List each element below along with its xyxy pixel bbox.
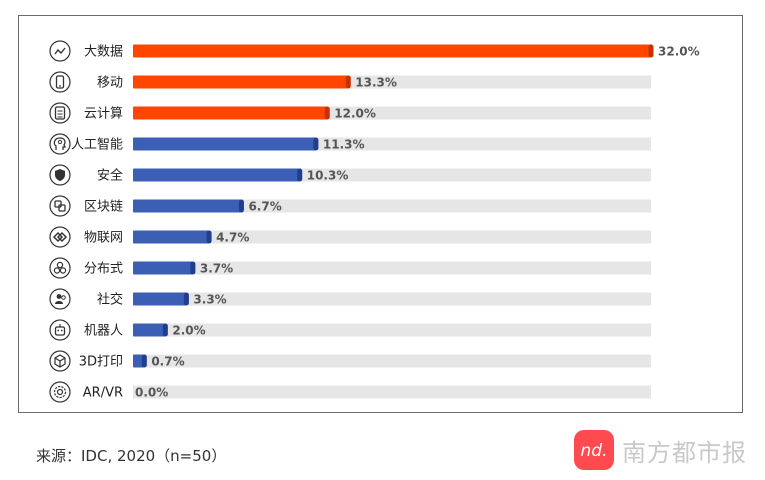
bar — [133, 323, 166, 337]
blockchain-icon — [49, 195, 71, 217]
vr-gear-icon — [49, 381, 71, 403]
bar — [133, 168, 300, 182]
value-label: 4.7% — [216, 231, 249, 245]
bar — [133, 106, 328, 120]
ai-head-icon — [49, 133, 71, 155]
bar — [133, 354, 145, 368]
bar-cap — [190, 261, 196, 275]
bar-track — [133, 230, 651, 244]
category-label: 大数据 — [84, 45, 123, 60]
value-label: 3.7% — [200, 262, 233, 276]
bar-chart: 大数据 32.0% 移动 13.3% 云计算 12.0% 人工智能 11.3% 安全 10.3% 区… — [49, 40, 700, 403]
category-label: 社交 — [97, 292, 123, 308]
bar-row: 安全 10.3% — [49, 164, 651, 186]
bar-row: 移动 13.3% — [49, 71, 651, 93]
bar — [133, 292, 187, 306]
bar-row: 分布式 3.7% — [49, 257, 651, 279]
value-label: 2.0% — [172, 324, 205, 338]
value-label: 12.0% — [334, 107, 376, 121]
category-label: 安全 — [97, 168, 123, 184]
cube-3d-icon — [49, 350, 71, 372]
chart-frame: 大数据 32.0% 移动 13.3% 云计算 12.0% 人工智能 11.3% 安全 10.3% 区… — [18, 15, 743, 413]
category-label: 3D打印 — [79, 355, 123, 370]
iot-link-icon — [49, 226, 71, 248]
bar-row: 社交 3.3% — [49, 288, 651, 310]
category-label: 人工智能 — [71, 138, 123, 153]
value-label: 10.3% — [307, 169, 349, 183]
value-label: 32.0% — [658, 45, 700, 59]
bar-row: 大数据 32.0% — [49, 40, 700, 62]
bar-track — [133, 261, 651, 275]
bar-row: 区块链 6.7% — [49, 195, 651, 217]
category-label: 区块链 — [84, 200, 123, 215]
value-label: 6.7% — [248, 200, 281, 214]
category-label: 物联网 — [84, 231, 123, 246]
bar-track — [133, 199, 651, 213]
bar-cap — [206, 230, 212, 244]
source-note: 来源：IDC, 2020（n=50） — [36, 447, 227, 465]
value-label: 11.3% — [323, 138, 365, 152]
server-icon — [49, 102, 71, 124]
bar-row: 3D打印 0.7% — [49, 350, 651, 372]
bar-row: 机器人 2.0% — [49, 319, 651, 341]
value-label: 0.7% — [151, 355, 184, 369]
bar-track — [133, 354, 651, 368]
bar — [133, 230, 210, 244]
bar-cap — [297, 168, 303, 182]
bar-cap — [313, 137, 319, 151]
bar-track — [133, 385, 651, 399]
bar-cap — [183, 292, 189, 306]
bar-row: 物联网 4.7% — [49, 226, 651, 248]
robot-icon — [49, 319, 71, 341]
bar-cap — [345, 75, 351, 89]
bar — [133, 261, 193, 275]
brand-mark-icon: nd. — [574, 430, 614, 470]
brand-logo: nd. 南方都市报 — [574, 430, 747, 470]
mobile-phone-icon — [49, 71, 71, 93]
brand-mark-text: nd. — [581, 441, 608, 461]
value-label: 3.3% — [193, 293, 226, 307]
bar-cap — [324, 106, 330, 120]
category-label: 机器人 — [84, 324, 123, 339]
brand-name: 南方都市报 — [622, 438, 747, 467]
distributed-nodes-icon — [49, 257, 71, 279]
bar-track — [133, 323, 651, 337]
shield-icon — [49, 164, 71, 186]
bar-cap — [162, 323, 168, 337]
bar — [133, 75, 349, 89]
bar-cap — [238, 199, 244, 213]
bar-cap — [648, 44, 654, 58]
bar-row: 人工智能 11.3% — [49, 133, 651, 155]
social-users-icon — [49, 288, 71, 310]
bar — [133, 199, 242, 213]
bar-track — [133, 292, 651, 306]
category-label: 移动 — [97, 76, 123, 91]
bar-row: AR/VR 0.0% — [49, 381, 651, 403]
category-label: AR/VR — [83, 386, 123, 401]
trend-line-icon — [49, 40, 71, 62]
bar-cap — [141, 354, 147, 368]
category-label: 分布式 — [84, 262, 123, 277]
value-label: 13.3% — [355, 76, 397, 90]
category-label: 云计算 — [84, 107, 123, 122]
bar — [133, 137, 316, 151]
value-label: 0.0% — [135, 386, 168, 400]
bar — [133, 44, 651, 58]
bar-row: 云计算 12.0% — [49, 102, 651, 124]
